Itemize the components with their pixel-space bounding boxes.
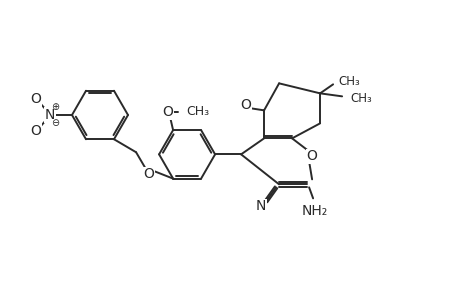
Text: O: O [30,124,41,138]
Text: N: N [255,199,266,213]
Text: O: O [240,98,251,112]
Text: CH₃: CH₃ [337,75,359,88]
Text: NH₂: NH₂ [301,204,328,218]
Text: ⊖: ⊖ [51,118,59,128]
Text: CH₃: CH₃ [186,105,209,118]
Text: O: O [306,149,317,163]
Text: O: O [30,92,41,106]
Text: O: O [162,105,173,119]
Text: O: O [143,167,154,181]
Text: N: N [45,108,55,122]
Text: CH₃: CH₃ [349,92,371,105]
Text: ⊕: ⊕ [51,102,59,112]
